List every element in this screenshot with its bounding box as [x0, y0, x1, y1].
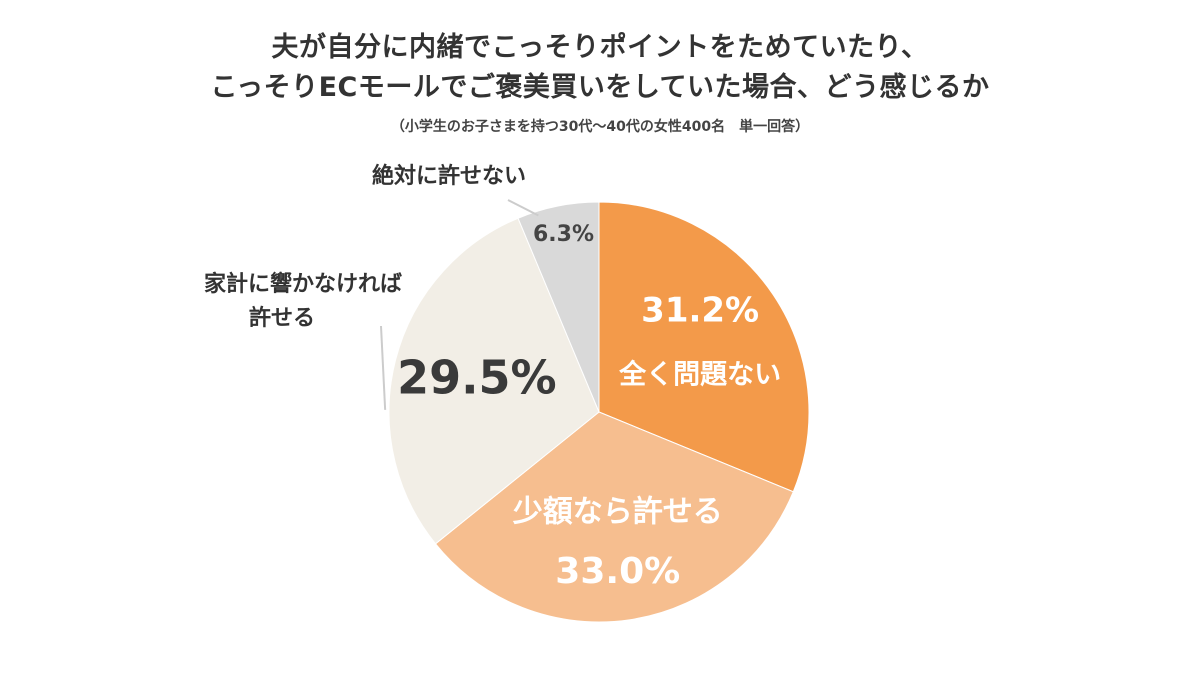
pie-slice-shogaku	[434, 411, 794, 623]
slice-value-label-zettai: 6.3%	[533, 222, 594, 247]
pie-slice-zettai	[517, 201, 600, 413]
external-label-kakei-line-2: 許せる	[249, 306, 316, 331]
pie-slice-kakei	[388, 217, 600, 545]
chart-title: 夫が自分に内緒でこっそりポイントをためていたり、 こっそりECモールでご褒美買い…	[0, 28, 1200, 108]
slice-value-label-kakei: 29.5%	[397, 351, 557, 405]
slice-value-label-zenku: 31.2%	[641, 291, 759, 331]
slice-name-label-shogaku: 少額なら許せる	[513, 494, 723, 529]
leader-line-kakei	[380, 325, 387, 410]
external-label-zettai: 絶対に許せない	[372, 164, 527, 189]
external-label-kakei: 家計に響かなければ 許せる	[186, 268, 402, 336]
slice-name-label-zenku: 全く問題ない	[618, 359, 781, 391]
chart-title-line-2: こっそりECモールでご褒美買いをしていた場合、どう感じるか	[210, 72, 990, 103]
leader-line-zettai	[507, 199, 539, 217]
external-label-kakei-line-1: 家計に響かなければ	[203, 272, 402, 297]
chart-title-line-1: 夫が自分に内緒でこっそりポイントをためていたり、	[271, 32, 929, 63]
slice-value-label-shogaku: 33.0%	[555, 551, 680, 592]
chart-subtitle: （小学生のお子さまを持つ30代〜40代の女性400名 単一回答）	[390, 119, 810, 135]
pie-slice-zenku	[598, 201, 810, 493]
